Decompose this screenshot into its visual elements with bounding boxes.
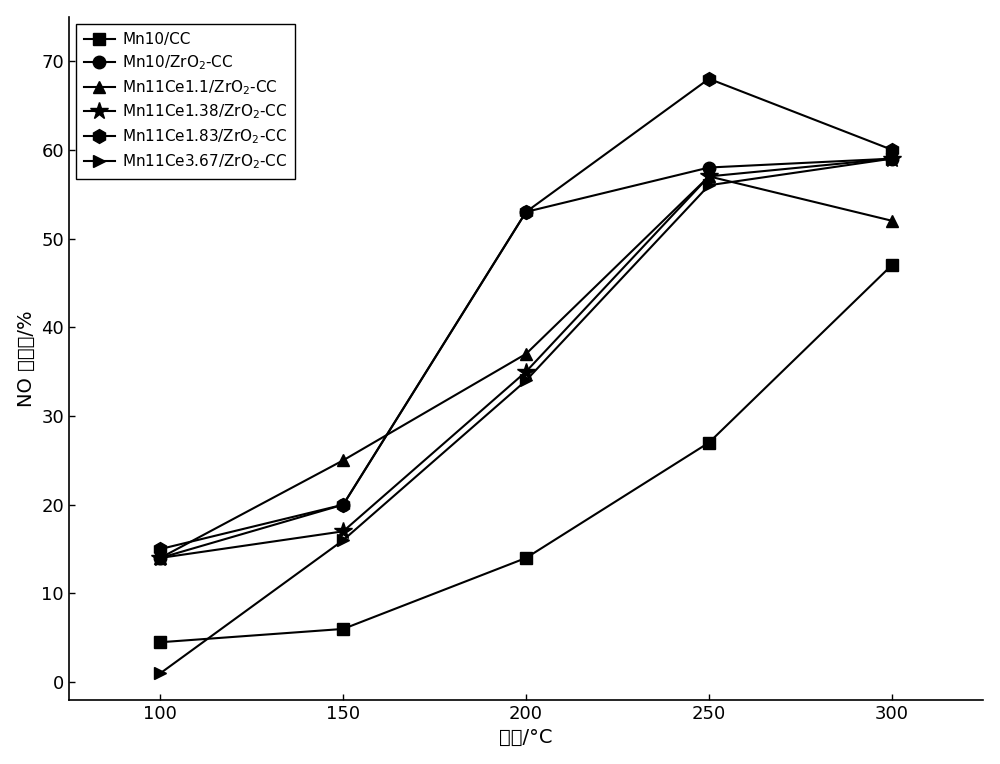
Mn11Ce3.67/ZrO$_2$-CC — [886, 154, 898, 163]
Mn11Ce3.67/ZrO$_2$-CC — [337, 536, 349, 545]
Mn11Ce1.83/ZrO$_2$-CC — [337, 500, 349, 510]
Mn11Ce1.83/ZrO$_2$-CC — [154, 545, 166, 554]
Mn10/ZrO$_2$-CC — [703, 163, 715, 172]
Line: Mn11Ce1.83/ZrO$_2$-CC: Mn11Ce1.83/ZrO$_2$-CC — [153, 72, 899, 556]
Mn10/ZrO$_2$-CC — [520, 207, 532, 216]
Line: Mn11Ce3.67/ZrO$_2$-CC: Mn11Ce3.67/ZrO$_2$-CC — [154, 152, 898, 679]
Mn10/CC — [703, 438, 715, 447]
Line: Mn10/ZrO$_2$-CC: Mn10/ZrO$_2$-CC — [154, 152, 898, 564]
Mn10/ZrO$_2$-CC — [154, 553, 166, 562]
Mn11Ce1.1/ZrO$_2$-CC — [886, 216, 898, 225]
Mn10/CC — [154, 638, 166, 647]
X-axis label: 温度/°C: 温度/°C — [499, 728, 553, 747]
Mn10/ZrO$_2$-CC — [886, 154, 898, 163]
Mn11Ce3.67/ZrO$_2$-CC — [703, 180, 715, 189]
Y-axis label: NO 转化率/%: NO 转化率/% — [17, 310, 36, 406]
Line: Mn10/CC: Mn10/CC — [155, 260, 897, 648]
Mn11Ce1.83/ZrO$_2$-CC — [703, 74, 715, 83]
Line: Mn11Ce1.38/ZrO$_2$-CC: Mn11Ce1.38/ZrO$_2$-CC — [151, 150, 901, 567]
Mn11Ce1.1/ZrO$_2$-CC — [520, 349, 532, 358]
Mn11Ce1.83/ZrO$_2$-CC — [886, 145, 898, 154]
Mn11Ce1.38/ZrO$_2$-CC — [886, 154, 898, 163]
Mn11Ce1.83/ZrO$_2$-CC — [520, 207, 532, 216]
Mn10/ZrO$_2$-CC — [337, 500, 349, 510]
Mn11Ce3.67/ZrO$_2$-CC — [154, 668, 166, 678]
Mn11Ce1.38/ZrO$_2$-CC — [154, 553, 166, 562]
Mn11Ce1.1/ZrO$_2$-CC — [337, 456, 349, 465]
Mn10/CC — [520, 553, 532, 562]
Mn11Ce1.38/ZrO$_2$-CC — [337, 526, 349, 536]
Mn11Ce1.38/ZrO$_2$-CC — [703, 172, 715, 181]
Mn11Ce3.67/ZrO$_2$-CC — [520, 376, 532, 385]
Mn11Ce1.38/ZrO$_2$-CC — [520, 367, 532, 376]
Mn11Ce1.1/ZrO$_2$-CC — [154, 553, 166, 562]
Mn10/CC — [337, 624, 349, 633]
Legend: Mn10/CC, Mn10/ZrO$_2$-CC, Mn11Ce1.1/ZrO$_2$-CC, Mn11Ce1.38/ZrO$_2$-CC, Mn11Ce1.8: Mn10/CC, Mn10/ZrO$_2$-CC, Mn11Ce1.1/ZrO$… — [76, 24, 295, 179]
Mn10/CC — [886, 261, 898, 270]
Line: Mn11Ce1.1/ZrO$_2$-CC: Mn11Ce1.1/ZrO$_2$-CC — [154, 170, 898, 564]
Mn11Ce1.1/ZrO$_2$-CC — [703, 172, 715, 181]
